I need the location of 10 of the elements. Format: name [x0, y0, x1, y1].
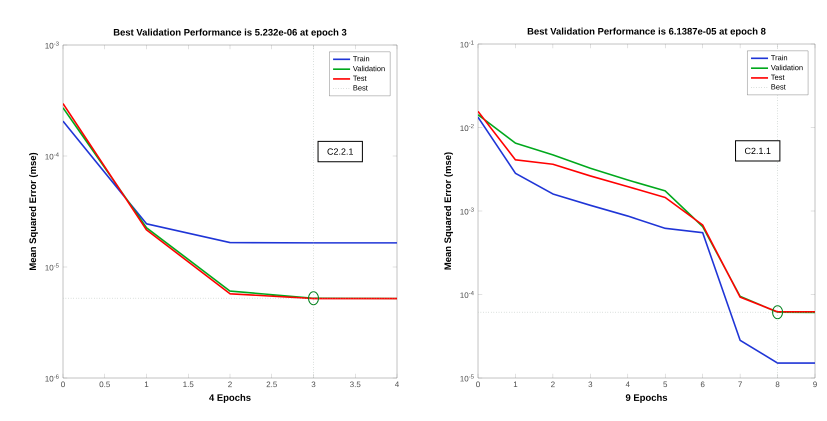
annotation: C2.2.1 — [327, 148, 353, 155]
annotation: C2.1.1 — [744, 148, 770, 154]
chart-title: Best Validation Performance is 5.232e-06 at epoch 3 — [114, 28, 346, 38]
x-axis-title: 4 Epochs — [209, 394, 251, 403]
x-axis-title: 9 Epochs — [626, 394, 668, 403]
y-axis-title: Mean Squared Error (mse) — [444, 152, 453, 270]
y-axis-title: Mean Squared Error (mse) — [29, 152, 38, 270]
chart-title: Best Validation Performance is 6.1387e-05 at epoch 8 — [528, 28, 766, 36]
line-series — [478, 116, 815, 364]
line-series — [63, 120, 397, 244]
